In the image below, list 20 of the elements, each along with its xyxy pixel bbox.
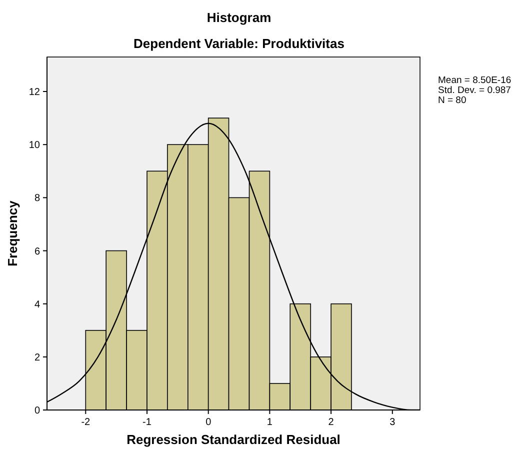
chart-title: Histogram (206, 10, 272, 25)
x-tick-label: 0 (206, 417, 212, 428)
text: Mean = 8.50E-16 (438, 75, 512, 86)
y-tick-label: 6 (34, 246, 40, 258)
y-axis-title: Frequency (5, 200, 20, 266)
chart-subtitle: Dependent Variable: Produktivitas (134, 36, 344, 51)
x-tick-label: 1 (266, 417, 273, 428)
y-tick-label: 0 (34, 406, 40, 416)
x-tick-label: 3 (390, 417, 396, 428)
text: Std. Dev. = 0.987 (438, 85, 511, 96)
x-tick-label: -2 (81, 417, 91, 428)
x-tick-label: 2 (328, 417, 334, 428)
x-tick-label: -1 (142, 417, 152, 428)
y-tick-label: 8 (34, 193, 40, 204)
y-tick-label: 2 (34, 352, 40, 364)
y-tick-label: 12 (28, 87, 40, 98)
y-tick-label: 4 (34, 299, 40, 310)
y-tick-label: 10 (28, 140, 40, 152)
x-axis-title: Regression Standardized Residual (126, 432, 340, 447)
text: N = 80 (438, 95, 466, 106)
